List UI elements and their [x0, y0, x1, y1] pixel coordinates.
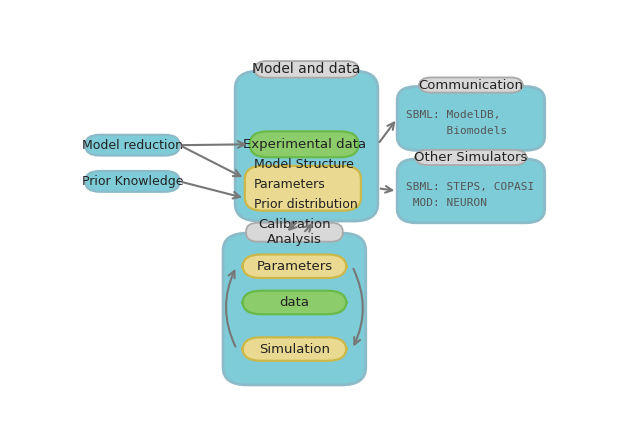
FancyBboxPatch shape	[235, 71, 378, 221]
Text: Calibration
Analysis: Calibration Analysis	[258, 218, 331, 246]
FancyBboxPatch shape	[242, 337, 346, 361]
FancyBboxPatch shape	[85, 171, 180, 192]
Text: SBML: ModelDB,
      Biomodels: SBML: ModelDB, Biomodels	[406, 110, 507, 136]
FancyBboxPatch shape	[397, 86, 545, 151]
Text: Communication: Communication	[419, 78, 524, 91]
Text: Model Structure
Parameters
Prior distribution: Model Structure Parameters Prior distrib…	[253, 158, 358, 211]
Text: data: data	[280, 296, 310, 309]
FancyBboxPatch shape	[246, 223, 343, 241]
FancyBboxPatch shape	[250, 131, 358, 157]
FancyBboxPatch shape	[419, 78, 523, 93]
Text: Experimental data: Experimental data	[243, 138, 366, 151]
FancyBboxPatch shape	[242, 291, 346, 314]
FancyBboxPatch shape	[245, 166, 361, 211]
Text: Prior Knowledge: Prior Knowledge	[82, 175, 183, 188]
Text: Model and data: Model and data	[252, 62, 361, 76]
Text: Parameters: Parameters	[256, 260, 333, 273]
Text: Simulation: Simulation	[259, 343, 330, 356]
FancyBboxPatch shape	[397, 159, 545, 223]
Text: Model reduction: Model reduction	[82, 139, 183, 152]
FancyBboxPatch shape	[85, 135, 180, 155]
Text: SBML: STEPS, COPASI
 MOD: NEURON: SBML: STEPS, COPASI MOD: NEURON	[406, 182, 534, 208]
FancyBboxPatch shape	[242, 254, 346, 278]
FancyBboxPatch shape	[255, 61, 359, 78]
Text: Other Simulators: Other Simulators	[414, 151, 528, 164]
FancyBboxPatch shape	[223, 233, 366, 385]
FancyBboxPatch shape	[416, 150, 527, 165]
